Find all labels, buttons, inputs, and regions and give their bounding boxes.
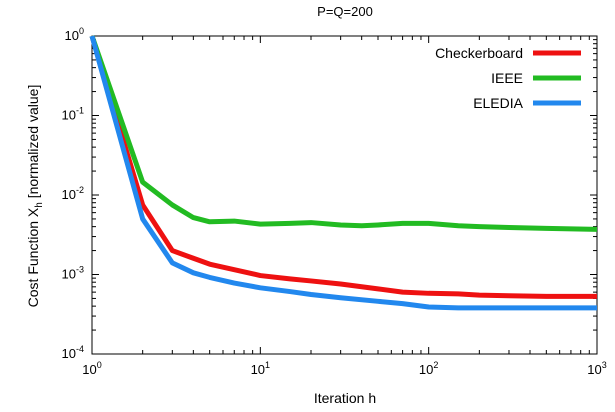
y-axis-label-sub: h	[34, 202, 45, 208]
x-axis-label: Iteration h	[314, 390, 376, 406]
y-tick-label: 10-4	[62, 344, 84, 361]
y-axis-label: Cost Function Xh [normalized value]	[25, 85, 45, 308]
y-tick-label: 10-2	[62, 185, 84, 202]
axis-ticks: 100 101 102 103 10-4 10-3 10-2 10-1 100	[62, 26, 607, 377]
y-axis-label-main: Cost Function X	[25, 207, 41, 307]
x-tick-label: 102	[419, 360, 438, 377]
series-line-checkerboard	[89, 35, 597, 299]
x-tick-label: 101	[251, 360, 270, 377]
legend-label: ELEDIA	[473, 95, 523, 111]
legend-label: IEEE	[491, 70, 523, 86]
y-tick-label: 10-3	[62, 265, 84, 282]
legend: Checkerboard IEEE ELEDIA	[435, 45, 581, 111]
legend-label: Checkerboard	[435, 45, 523, 61]
x-tick-label: 100	[82, 360, 101, 377]
series-lines	[89, 35, 598, 311]
x-tick-label: 103	[587, 360, 606, 377]
series-line-ieee	[89, 35, 598, 232]
chart-title: P=Q=200	[317, 4, 373, 19]
y-tick-label: 10-1	[62, 106, 84, 123]
y-axis-label-tail: [normalized value]	[25, 85, 41, 203]
series-line-eledia	[89, 35, 597, 311]
y-tick-label: 100	[65, 26, 84, 43]
